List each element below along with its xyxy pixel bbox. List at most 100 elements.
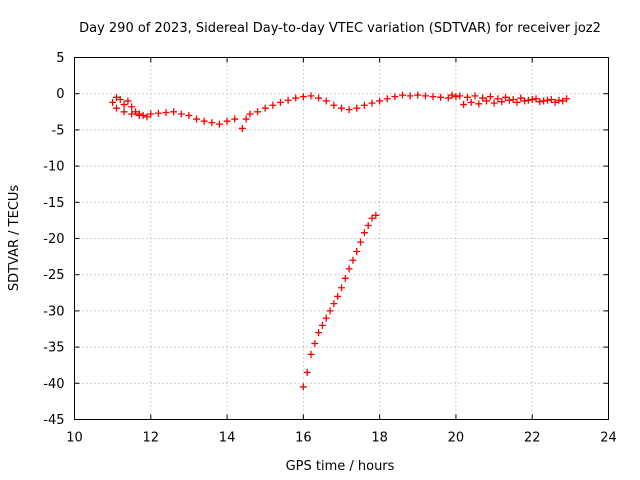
axis-ticks <box>74 57 609 420</box>
data-point <box>338 104 345 112</box>
x-tick-label: 22 <box>524 431 541 446</box>
data-point <box>231 115 239 123</box>
data-point <box>269 101 277 109</box>
data-point <box>254 108 262 116</box>
data-point <box>315 94 323 102</box>
data-point <box>147 110 155 118</box>
y-tick-label: 0 <box>56 87 64 102</box>
data-point <box>215 120 223 128</box>
data-point <box>299 93 307 101</box>
data-point <box>242 115 250 123</box>
y-tick-label: -25 <box>43 268 64 283</box>
chart-title: Day 290 of 2023, Sidereal Day-to-day VTE… <box>79 21 601 36</box>
data-point <box>200 117 208 125</box>
data-point <box>502 93 510 101</box>
data-point <box>460 101 468 109</box>
x-tick-label: 24 <box>600 431 617 446</box>
data-point <box>498 98 506 106</box>
data-point <box>143 113 151 121</box>
data-point <box>330 101 338 109</box>
data-point <box>330 300 338 308</box>
data-point <box>551 98 559 106</box>
data-point <box>463 93 471 101</box>
data-point <box>315 329 323 337</box>
data-point <box>162 109 170 117</box>
data-point <box>360 101 368 109</box>
data-point <box>479 94 487 102</box>
data-point <box>429 93 437 101</box>
data-point <box>349 256 357 264</box>
data-point <box>353 248 361 256</box>
data-point <box>246 110 254 118</box>
data-point <box>372 211 380 219</box>
data-point <box>124 97 132 105</box>
data-point <box>307 350 315 358</box>
data-point <box>490 99 498 107</box>
data-point <box>521 97 529 105</box>
x-tick-label: 14 <box>219 431 236 446</box>
x-axis-label: GPS time / hours <box>286 459 395 474</box>
data-point <box>475 100 483 108</box>
data-point <box>177 110 185 118</box>
data-point <box>128 103 136 111</box>
grid <box>74 57 609 420</box>
data-point <box>406 92 414 100</box>
data-point <box>467 98 475 106</box>
data-point <box>391 93 399 101</box>
data-point <box>421 92 429 100</box>
data-point <box>132 108 140 116</box>
data-point <box>292 94 300 102</box>
data-point <box>116 95 124 103</box>
y-tick-label: -20 <box>43 232 64 247</box>
data-points <box>109 91 571 391</box>
x-tick-label: 10 <box>66 431 83 446</box>
data-point <box>486 93 494 101</box>
data-point <box>471 92 479 100</box>
data-point <box>368 214 376 222</box>
y-tick-label: 5 <box>56 51 64 66</box>
data-point <box>303 368 311 376</box>
data-point <box>322 97 330 105</box>
data-point <box>185 111 193 119</box>
y-tick-label: -10 <box>43 160 64 175</box>
data-point <box>505 96 513 104</box>
data-point <box>284 96 292 104</box>
y-tick-label: -30 <box>43 304 64 319</box>
data-point <box>345 106 353 114</box>
data-point <box>223 117 231 125</box>
data-point <box>318 321 326 329</box>
data-point <box>238 124 246 132</box>
data-point <box>414 91 422 99</box>
data-point <box>261 104 269 112</box>
data-point <box>513 98 521 106</box>
x-tick-labels: 10 12 14 16 18 20 22 24 <box>66 431 617 446</box>
data-point <box>563 95 571 103</box>
data-point <box>509 95 517 103</box>
data-point <box>368 99 376 107</box>
series-arc-2 <box>112 104 151 121</box>
data-point <box>345 265 353 273</box>
data-point <box>517 94 525 102</box>
data-point <box>528 95 536 103</box>
data-point <box>326 307 334 315</box>
series-arc-1 <box>109 93 239 128</box>
data-point <box>341 274 349 282</box>
data-point <box>322 314 330 322</box>
data-point <box>532 95 540 103</box>
y-tick-label: -45 <box>43 413 64 428</box>
data-point <box>353 104 361 112</box>
data-point <box>334 292 342 300</box>
data-point <box>112 93 120 101</box>
data-point <box>444 94 452 102</box>
data-point <box>112 104 120 112</box>
y-tick-label: -40 <box>43 377 64 392</box>
x-tick-label: 12 <box>143 431 160 446</box>
data-point <box>524 96 532 104</box>
data-point <box>555 96 563 104</box>
y-tick-label: -15 <box>43 196 64 211</box>
data-point <box>559 97 567 105</box>
y-tick-label: -5 <box>52 123 65 138</box>
data-point <box>540 97 548 105</box>
data-point <box>364 221 372 229</box>
